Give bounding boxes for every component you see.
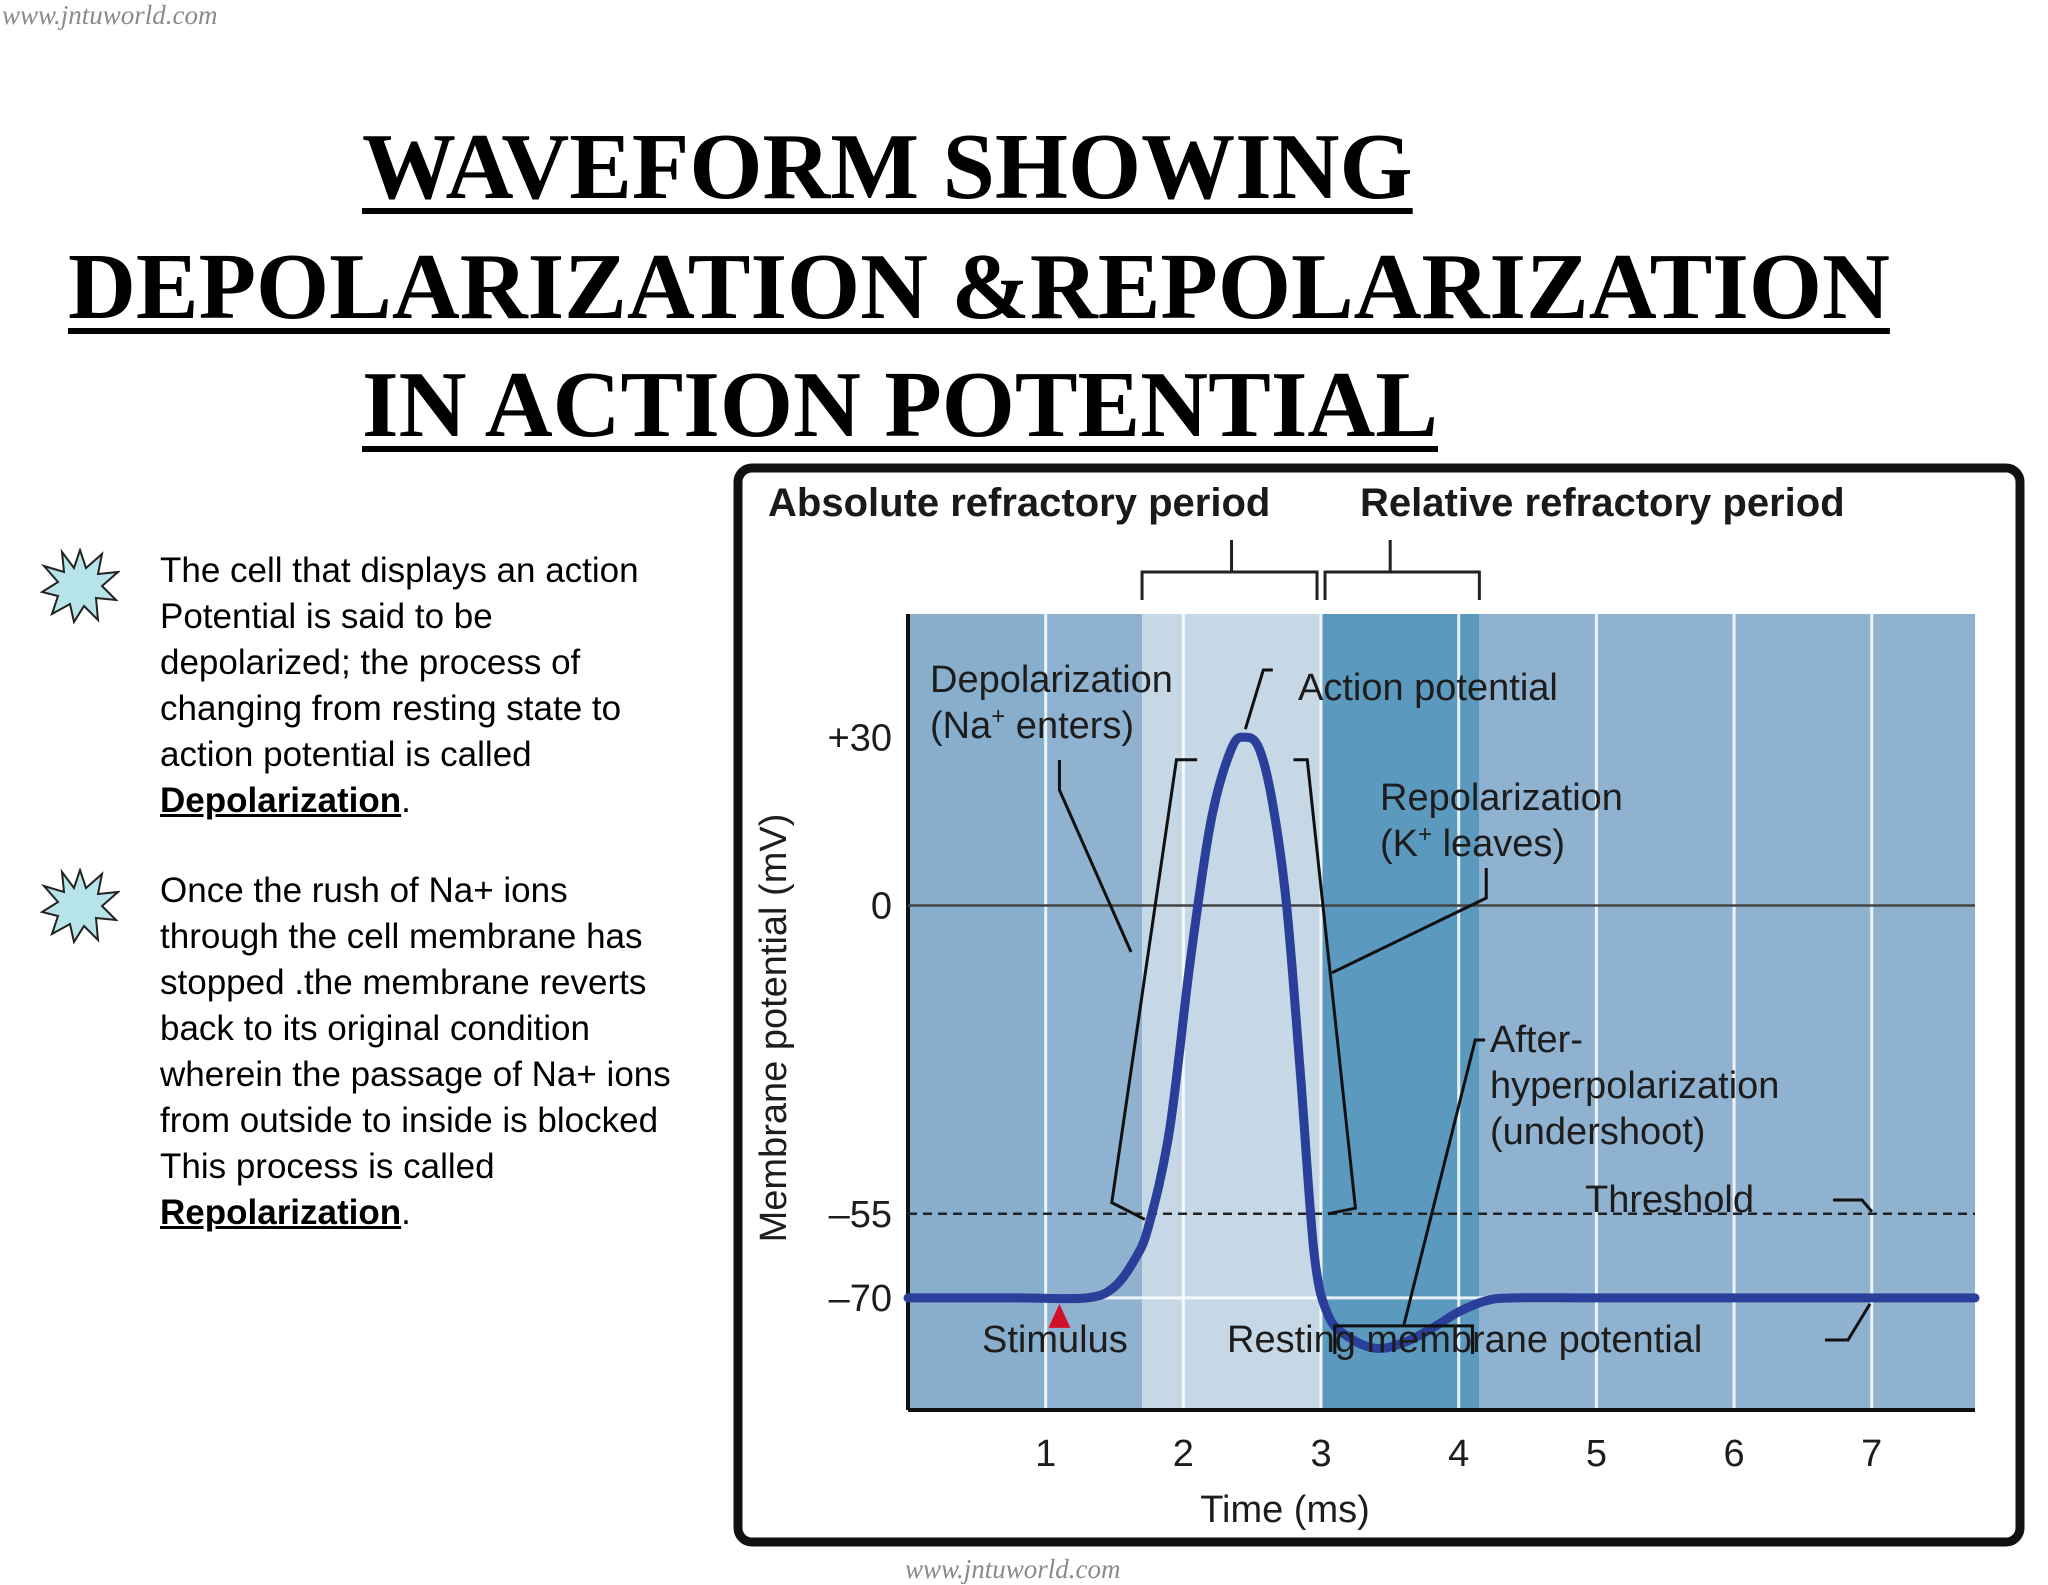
depolarization-leader <box>1057 760 1133 953</box>
y-tick-label: –70 <box>829 1278 892 1320</box>
band-dark <box>1321 614 1480 1410</box>
term-repolarization: Repolarization <box>160 1193 402 1232</box>
page-title-line-3: IN ACTION POTENTIAL <box>362 353 1438 457</box>
x-tick-label: 1 <box>1035 1433 1056 1475</box>
page-title-line-2: DEPOLARIZATION &REPOLARIZATION <box>68 235 1890 339</box>
repolarization-bracket <box>1293 758 1358 1216</box>
after-hyperpolarization-label-2: hyperpolarization <box>1490 1065 1779 1107</box>
repolarization-sublabel: (K+ leaves) <box>1380 821 1565 865</box>
starburst-icon <box>40 548 120 624</box>
stimulus-arrow-head <box>1048 1303 1071 1328</box>
band-base <box>908 614 1143 1410</box>
depolarization-sublabel: (Na+ enters) <box>930 703 1134 747</box>
watermark-top: www.jntuworld.com <box>2 0 218 30</box>
action-potential-label: Action potential <box>1298 667 1558 709</box>
after-hyperpolarization-label-3: (undershoot) <box>1490 1111 1705 1153</box>
stimulus-label: Stimulus <box>982 1319 1128 1361</box>
band-lead <box>908 614 1046 1410</box>
membrane-potential-trace <box>903 732 1980 1353</box>
depolarization-bracket <box>1110 758 1198 1221</box>
resting-potential-label: Resting membrane potential <box>1227 1319 1702 1361</box>
depolarization-label: Depolarization <box>930 659 1173 701</box>
y-tick-label: –55 <box>829 1194 892 1236</box>
threshold-label: Threshold <box>1585 1179 1754 1221</box>
y-tick-label: 0 <box>871 885 892 927</box>
after-hyperpolarization-leader <box>1333 1038 1485 1354</box>
starburst-icon <box>40 868 120 944</box>
x-tick-label: 7 <box>1861 1433 1882 1475</box>
action-potential-leader <box>1243 668 1273 730</box>
watermark-bottom: www.jntuworld.com <box>905 1554 1121 1584</box>
term-depolarization: Depolarization <box>160 781 402 820</box>
relative-refractory-bracket <box>1323 540 1481 600</box>
stimulus-arrow <box>1048 1303 1071 1328</box>
annotation-leaders <box>1057 668 1874 1354</box>
page-title-line-1: WAVEFORM SHOWING <box>362 115 1413 219</box>
x-tick-label: 2 <box>1173 1433 1194 1475</box>
action-potential-diagram: Absolute refractory period Relative refr… <box>733 463 2025 1547</box>
relative-refractory-label: Relative refractory period <box>1360 481 1845 525</box>
threshold-leader <box>1833 1198 1874 1213</box>
y-tick-label: +30 <box>828 717 892 759</box>
x-tick-label: 5 <box>1586 1433 1607 1475</box>
absolute-refractory-label: Absolute refractory period <box>768 481 1270 525</box>
x-tick-label: 3 <box>1310 1433 1331 1475</box>
refractory-bands <box>908 614 1975 1410</box>
bullet-text: Once the rush of Na+ ions through the ce… <box>160 871 671 1232</box>
x-tick-label: 4 <box>1448 1433 1469 1475</box>
refractory-brackets <box>1140 540 1481 600</box>
x-axis-title: Time (ms) <box>1200 1489 1370 1531</box>
x-tick-label: 6 <box>1723 1433 1744 1475</box>
repolarization-label: Repolarization <box>1380 777 1623 819</box>
absolute-refractory-bracket <box>1140 540 1319 600</box>
after-hyperpolarization-label-1: After- <box>1490 1019 1583 1061</box>
axes: 1 2 3 4 5 6 7 +30 0 –55 –70 <box>828 614 1975 1475</box>
band-base <box>1479 614 1975 1410</box>
repolarization-leader <box>1331 868 1488 975</box>
resting-potential-leader <box>1825 1303 1872 1342</box>
y-axis-title: Membrane potential (mV) <box>753 814 795 1243</box>
bullet-text: The cell that displays an action Potenti… <box>160 551 639 820</box>
